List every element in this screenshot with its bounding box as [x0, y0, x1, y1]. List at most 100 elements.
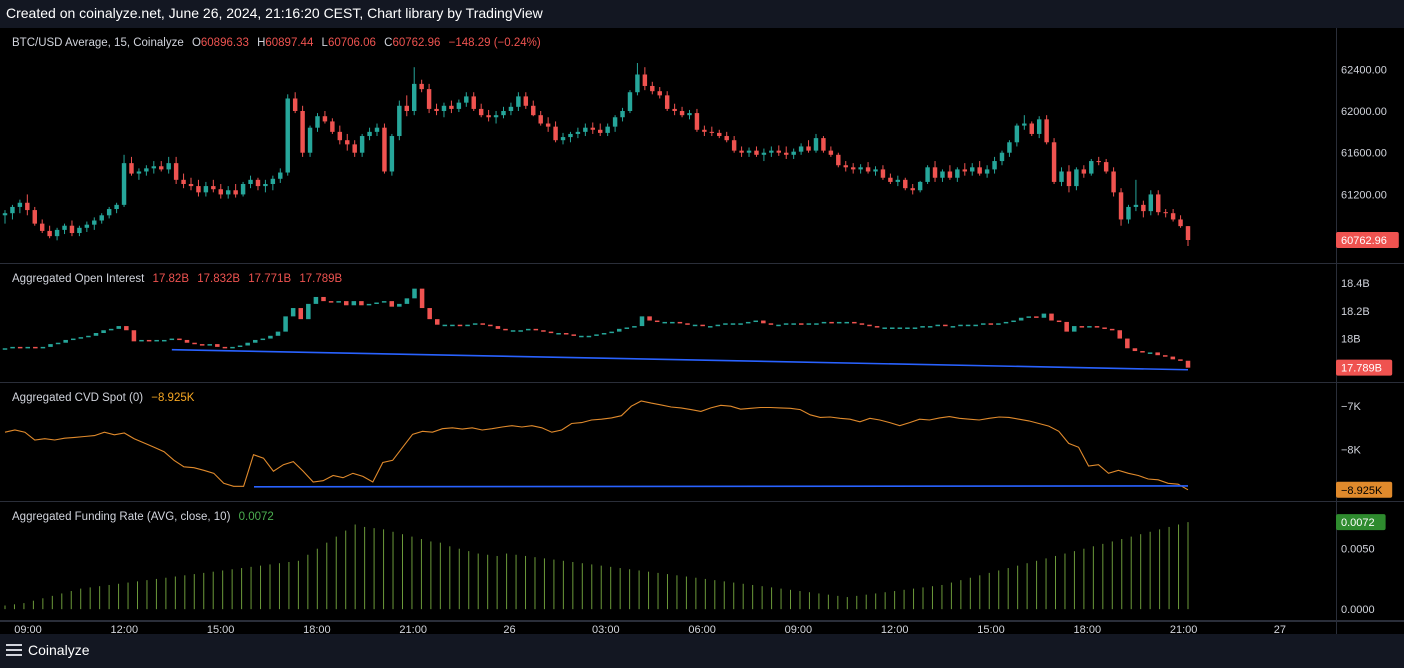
candle-body: [516, 96, 521, 107]
oi-bar: [579, 335, 584, 338]
candle-body: [1089, 161, 1094, 174]
oi-bar: [814, 323, 819, 325]
candle-body: [895, 179, 901, 182]
candle-body: [1036, 119, 1042, 134]
price-tick-label: 61600.00: [1341, 148, 1387, 160]
price-candle: [687, 109, 692, 120]
candle-body: [322, 116, 328, 122]
candle-body: [687, 113, 692, 116]
brand[interactable]: Coinalyze: [6, 642, 89, 658]
candle-body: [337, 131, 343, 141]
candle-body: [106, 209, 112, 216]
candle-body: [605, 126, 610, 133]
candle-body: [917, 181, 923, 191]
price-candle: [717, 129, 722, 139]
price-candle: [434, 103, 439, 116]
footer-bar: Coinalyze: [0, 634, 1404, 668]
candle-body: [389, 136, 395, 172]
candle-body: [880, 169, 886, 178]
price-candle: [382, 123, 387, 174]
candle-body: [717, 132, 722, 137]
candle-body: [188, 184, 194, 187]
price-tick-label: 62000.00: [1341, 106, 1387, 118]
candle-body: [694, 113, 700, 130]
oi-bar: [222, 346, 228, 349]
price-candle: [1170, 209, 1176, 222]
candle-body: [635, 74, 640, 93]
funding-legend-value: 0.0072: [238, 511, 274, 523]
price-candle: [292, 92, 298, 114]
oi-bar: [93, 333, 99, 336]
oi-bar: [397, 303, 402, 307]
candle-body: [531, 105, 536, 116]
price-candle: [25, 194, 30, 216]
oi-bar: [237, 345, 243, 347]
candle-body: [761, 152, 767, 155]
oi-tick-label: 18.2B: [1341, 306, 1370, 318]
oi-bar: [389, 301, 395, 307]
price-candle: [10, 204, 15, 220]
candle-body: [419, 83, 424, 90]
candle-body: [858, 167, 863, 170]
price-legend-change: −148.29 (−0.24%): [448, 37, 541, 49]
price-candle: [1141, 200, 1146, 218]
oi-bar: [647, 316, 652, 321]
price-candle: [575, 127, 581, 139]
price-candle: [1081, 165, 1087, 178]
price-candle: [486, 109, 491, 122]
price-candle: [873, 166, 878, 176]
oi-bar: [1018, 317, 1024, 321]
price-candle: [307, 125, 313, 157]
menu-icon[interactable]: [6, 644, 22, 656]
cvd-legend-value: −8.925K: [151, 392, 195, 404]
candle-body: [478, 108, 484, 116]
price-candle: [806, 140, 811, 153]
price-candle: [724, 131, 729, 143]
price-candle: [650, 81, 655, 95]
price-tick-label: 62400.00: [1341, 64, 1387, 76]
oi-bar: [70, 338, 76, 341]
price-candle: [397, 100, 402, 141]
candle-body: [590, 127, 595, 130]
oi-bar: [829, 321, 834, 324]
oi-bar: [821, 321, 827, 324]
candle-body: [240, 184, 246, 195]
candle-body: [330, 121, 335, 132]
oi-last-label-bg: [1336, 359, 1393, 376]
price-candle: [598, 123, 603, 137]
candle-body: [962, 169, 968, 172]
chart-canvas[interactable]: 62400.00 62000.00 61600.00 61200.00 60762.96…: [0, 28, 1404, 634]
price-candle: [211, 179, 216, 193]
candle-body: [441, 105, 447, 111]
candle-body: [984, 169, 990, 174]
oi-bar: [503, 328, 508, 331]
price-candle: [1163, 209, 1168, 218]
price-candle: [895, 175, 901, 187]
candle-body: [203, 186, 209, 193]
oi-bar: [905, 327, 910, 329]
price-candle: [99, 213, 104, 224]
candle-body: [813, 138, 819, 151]
price-candle: [322, 111, 328, 124]
price-legend-high: 60897.44: [265, 37, 314, 49]
price-candle: [404, 95, 409, 117]
price-candle: [263, 179, 268, 193]
oi-bar: [146, 339, 152, 342]
price-legend-name: BTC/USD Average, 15, Coinalyze: [12, 37, 184, 49]
price-candle: [188, 177, 194, 191]
candle-body: [1059, 171, 1064, 182]
candle-body: [627, 92, 633, 111]
candle-body: [1044, 119, 1049, 143]
candle-body: [129, 163, 134, 174]
candle-body: [352, 144, 357, 153]
oi-bar: [768, 323, 774, 325]
oi-bar: [343, 301, 349, 306]
price-candle: [47, 225, 52, 239]
oi-bar: [738, 323, 743, 325]
oi-bar: [480, 323, 486, 325]
price-candle: [1044, 115, 1049, 145]
candle-body: [1163, 212, 1168, 214]
price-candle: [702, 125, 707, 137]
price-candle: [1089, 158, 1094, 176]
candle-body: [508, 106, 514, 111]
